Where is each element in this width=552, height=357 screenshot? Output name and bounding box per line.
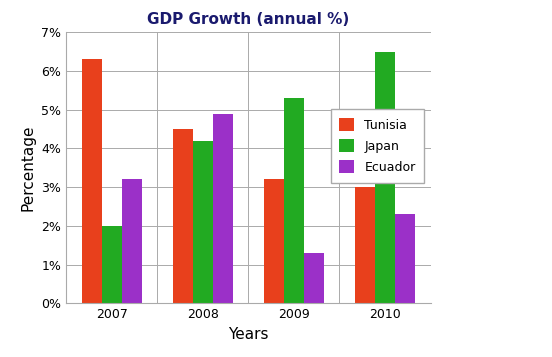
- Bar: [173, 129, 193, 303]
- Bar: [375, 51, 395, 303]
- Bar: [213, 114, 233, 303]
- Bar: [264, 180, 284, 303]
- X-axis label: Years: Years: [228, 327, 269, 342]
- Y-axis label: Percentage: Percentage: [21, 125, 36, 211]
- Bar: [284, 98, 304, 303]
- Legend: Tunisia, Japan, Ecuador: Tunisia, Japan, Ecuador: [331, 109, 424, 183]
- Bar: [122, 180, 142, 303]
- Bar: [395, 214, 415, 303]
- Bar: [102, 226, 122, 303]
- Title: GDP Growth (annual %): GDP Growth (annual %): [147, 12, 349, 27]
- Bar: [193, 141, 213, 303]
- Bar: [304, 253, 324, 303]
- Bar: [355, 187, 375, 303]
- Bar: [82, 59, 102, 303]
